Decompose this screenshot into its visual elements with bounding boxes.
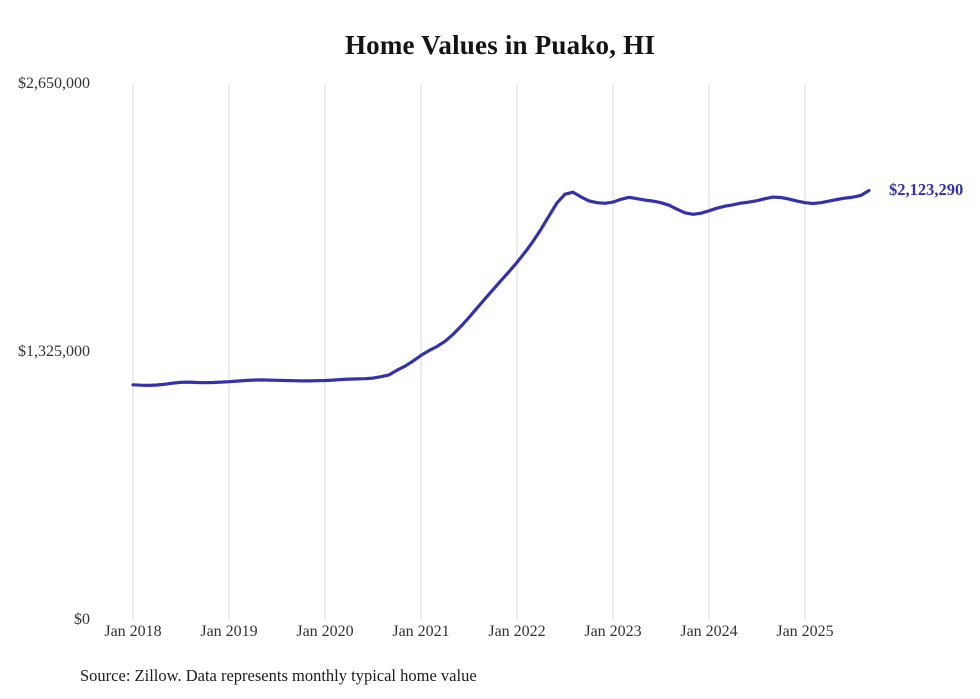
- y-axis-tick-label: $0: [74, 611, 90, 628]
- y-axis-tick-label: $1,325,000: [18, 343, 90, 360]
- chart-title: Home Values in Puako, HI: [344, 30, 656, 60]
- home-value-line: [131, 188, 871, 387]
- source-note: Source: Zillow. Data represents monthly …: [80, 666, 477, 685]
- x-axis-tick-label: Jan 2022: [488, 623, 546, 640]
- x-axis-tick-label: Jan 2021: [392, 623, 450, 640]
- x-axis-tick-label: Jan 2018: [104, 623, 162, 640]
- series-end-value-label: $2,123,290: [889, 179, 964, 199]
- y-axis-tick-label: $2,650,000: [18, 75, 90, 92]
- x-axis-tick-label: Jan 2024: [680, 623, 738, 640]
- x-axis-tick-label: Jan 2019: [200, 623, 258, 640]
- x-axis-tick-label: Jan 2023: [584, 623, 642, 640]
- x-axis-tick-label: Jan 2025: [776, 623, 834, 640]
- gridlines: [132, 84, 806, 620]
- x-axis-tick-label: Jan 2020: [296, 623, 354, 640]
